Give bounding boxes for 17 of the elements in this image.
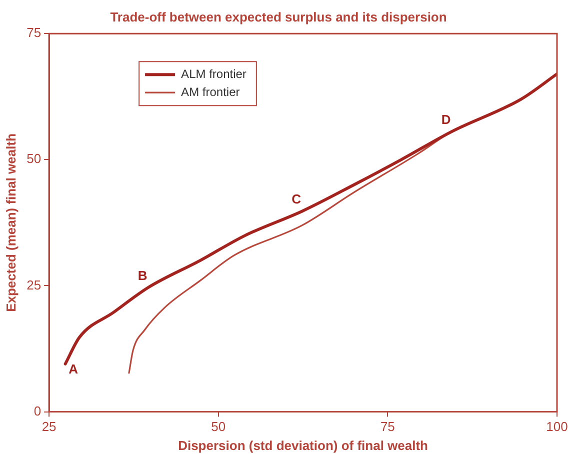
y-axis-title: Expected (mean) final wealth — [3, 133, 18, 312]
chart-title: Trade-off between expected surplus and its dispersion — [110, 9, 447, 24]
legend-label: AM frontier — [181, 84, 240, 99]
y-tick-label: 75 — [26, 25, 42, 40]
x-tick-label: 75 — [380, 419, 395, 434]
annotation: D — [441, 112, 451, 128]
x-axis-title: Dispersion (std deviation) of final wealth — [178, 438, 428, 453]
annotation: C — [292, 192, 302, 207]
annotation: B — [138, 268, 148, 283]
x-tick-label: 50 — [211, 419, 226, 434]
x-tick-label: 25 — [42, 419, 56, 434]
y-tick-label: 50 — [26, 151, 42, 166]
y-tick-label: 25 — [26, 277, 42, 292]
y-tick-label: 0 — [34, 403, 42, 418]
x-tick-label: 100 — [546, 419, 568, 434]
annotation: A — [68, 361, 79, 376]
legend-label: ALM frontier — [181, 66, 246, 81]
